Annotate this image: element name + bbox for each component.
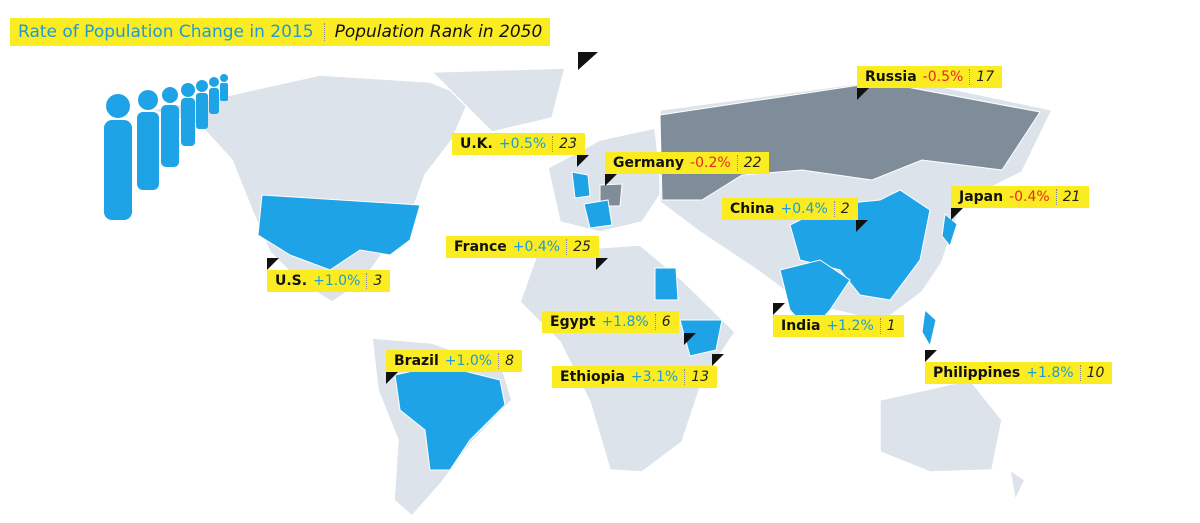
growth-rate: -0.5%: [922, 69, 964, 85]
country-name: India: [781, 318, 821, 334]
label-pointer: [856, 220, 868, 232]
header-title: Rate of Population Change in 2015: [18, 22, 314, 42]
separator: [736, 155, 738, 171]
label-pointer: [684, 333, 696, 345]
country-name: France: [454, 239, 507, 255]
label-pointer: [857, 88, 869, 100]
growth-rate: +1.0%: [313, 273, 361, 289]
separator: [879, 318, 881, 334]
country-name: China: [730, 201, 775, 217]
growth-rate: +1.8%: [1026, 365, 1074, 381]
country-name: Russia: [865, 69, 917, 85]
country-label: Germany -0.2% 22: [605, 152, 770, 174]
rank-2050: 3: [373, 273, 383, 289]
separator: [366, 273, 368, 289]
growth-rate: +0.4%: [512, 239, 561, 255]
country-name: Brazil: [394, 353, 439, 369]
label-pointer: [925, 350, 937, 362]
label-pointer: [267, 258, 279, 270]
country-label: France +0.4% 25: [446, 236, 599, 258]
separator: [323, 23, 325, 41]
label-pointer: [577, 155, 589, 167]
label-pointer: [605, 174, 617, 186]
separator: [1079, 365, 1081, 381]
label-pointer: [773, 303, 785, 315]
country-label: Russia -0.5% 17: [857, 66, 1003, 88]
country-name: Egypt: [550, 314, 596, 330]
rank-2050: 8: [505, 353, 515, 369]
rank-2050: 17: [976, 69, 995, 85]
country-name: Philippines: [933, 365, 1021, 381]
country-name: U.S.: [275, 273, 308, 289]
country-label: U.K. +0.5% 23: [452, 133, 585, 155]
growth-rate: +0.4%: [780, 201, 828, 217]
people-icon: [104, 74, 228, 220]
country-label: Ethiopia +3.1% 13: [552, 366, 718, 388]
header: Rate of Population Change in 2015 Popula…: [10, 18, 551, 46]
growth-rate: +0.5%: [498, 136, 547, 152]
country-name: U.K.: [460, 136, 493, 152]
growth-rate: +1.0%: [444, 353, 493, 369]
country-label: Philippines +1.8% 10: [925, 362, 1113, 384]
separator: [684, 369, 686, 385]
country-label: Egypt +1.8% 6: [542, 311, 679, 333]
separator: [969, 69, 971, 85]
rank-2050: 23: [559, 136, 577, 152]
header-subtitle: Population Rank in 2050: [334, 22, 543, 42]
label-pointer: [951, 208, 963, 220]
separator: [552, 136, 554, 152]
rank-2050: 25: [573, 239, 591, 255]
rank-2050: 21: [1062, 189, 1081, 205]
growth-rate: +1.8%: [601, 314, 649, 330]
rank-2050: 13: [691, 369, 710, 385]
growth-rate: -0.4%: [1009, 189, 1050, 205]
rank-2050: 1: [886, 318, 896, 334]
label-pointer: [712, 354, 724, 366]
separator: [1055, 189, 1057, 205]
rank-2050: 10: [1086, 365, 1105, 381]
country-label: China +0.4% 2: [722, 198, 858, 220]
separator: [654, 314, 656, 330]
label-pointer: [386, 372, 398, 384]
country-label: U.S. +1.0% 3: [267, 270, 391, 292]
growth-rate: +3.1%: [630, 369, 679, 385]
country-label: India +1.2% 1: [773, 315, 904, 337]
rank-2050: 6: [661, 314, 671, 330]
header-pointer: [578, 52, 598, 70]
label-pointer: [596, 258, 608, 270]
country-name: Japan: [959, 189, 1004, 205]
rank-2050: 22: [743, 155, 762, 171]
country-name: Ethiopia: [560, 369, 625, 385]
growth-rate: +1.2%: [826, 318, 874, 334]
separator: [833, 201, 835, 217]
rank-2050: 2: [840, 201, 850, 217]
country-label: Brazil +1.0% 8: [386, 350, 523, 372]
separator: [566, 239, 568, 255]
growth-rate: -0.2%: [690, 155, 731, 171]
separator: [498, 353, 500, 369]
country-label: Japan -0.4% 21: [951, 186, 1089, 208]
country-name: Germany: [613, 155, 685, 171]
